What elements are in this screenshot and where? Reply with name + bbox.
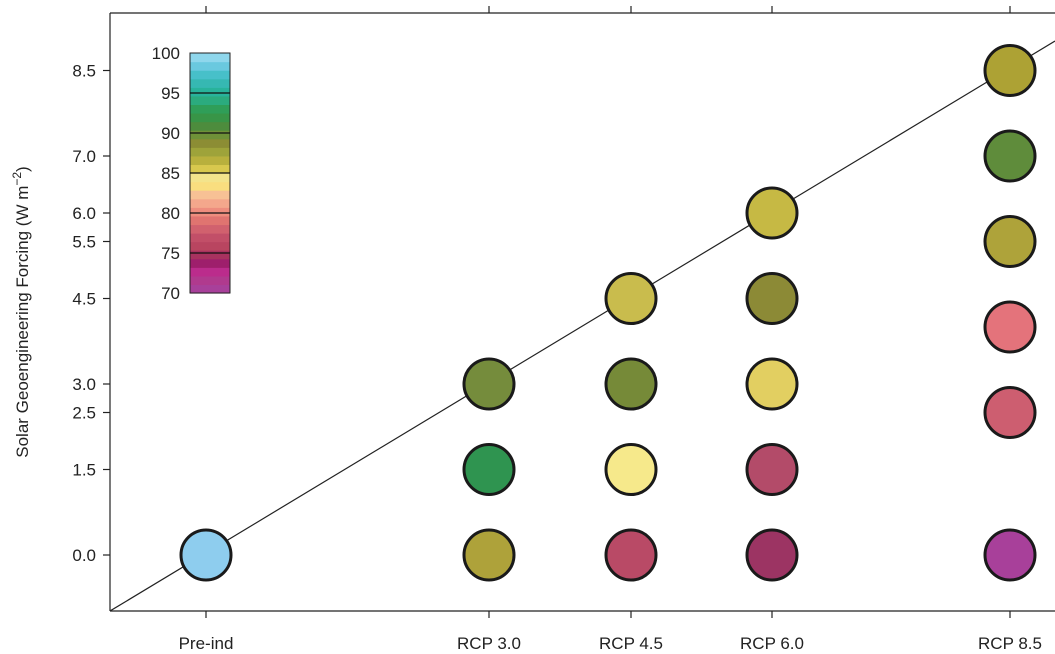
reference-line [110,40,1055,611]
data-point [745,357,799,411]
data-point [604,272,658,325]
y-tick-label: 2.5 [72,404,96,423]
x-tick-label: Pre-ind [179,634,234,653]
data-point [462,357,516,411]
colorbar-segment [190,113,230,123]
colorbar-segment [190,181,230,191]
data-point [745,528,799,582]
y-axis-label: Solar Geoengineering Forcing (W m−2) [10,166,32,457]
colorbar-tick-label: 75 [161,244,180,263]
one-to-one-line [110,40,1055,611]
colorbar-segment [190,87,230,97]
colorbar-segment [190,130,230,140]
colorbar-segment [190,173,230,183]
axes: 0.0 1.5 2.5 3.0 4.5 5.5 6.0 7.0 8.5 Pre-ind RCP 3.… [72,6,1055,653]
data-point [604,357,658,411]
data-point [604,528,658,582]
data-point [983,300,1037,354]
data-point [983,386,1037,439]
colorbar-segment [190,224,230,234]
colorbar-segment [190,233,230,243]
data-point [983,44,1037,97]
colorbar-segment [190,61,230,71]
colorbar-tick-label: 85 [161,164,180,183]
data-point [462,443,516,496]
colorbar-segment [190,215,230,226]
y-tick-label: 4.5 [72,290,96,309]
colorbar-segment [190,284,230,294]
colorbar-segment [190,70,230,80]
y-tick-label: 7.0 [72,147,96,166]
x-tick-label: RCP 4.5 [599,634,663,653]
colorbar-tick-label: 90 [161,124,180,143]
y-tick-label: 8.5 [72,62,96,81]
colorbar-segment [190,164,230,174]
data-point [745,272,799,325]
colorbar-segment [190,190,230,200]
colorbar-segment [190,250,230,260]
x-tick-label: RCP 3.0 [457,634,521,653]
data-point [462,528,516,582]
data-points [179,44,1037,582]
colorbar-segment [190,147,230,157]
colorbar-segment [190,78,230,88]
data-point [745,186,799,240]
y-tick-label: 5.5 [72,233,96,252]
y-tick-label: 3.0 [72,375,96,394]
data-point [179,528,233,582]
y-tick-label: 0.0 [72,546,96,565]
y-axis-label-main: Solar Geoengineering Forcing (W m [13,186,32,458]
data-point [983,129,1037,183]
colorbar-tick-label: 80 [161,204,180,223]
colorbar-tick-label: 95 [161,84,180,103]
data-point [604,443,658,496]
colorbar-segment [190,138,230,148]
colorbar-tick-label: 70 [161,284,180,303]
colorbar-segment [190,198,230,208]
colorbar-tick-label: 100 [152,44,180,63]
x-tick-label: RCP 8.5 [978,634,1042,653]
colorbar: 100 95 90 85 80 75 70 [152,44,231,303]
colorbar-segment [190,267,230,277]
data-point [745,443,799,496]
colorbar-segment [190,95,230,106]
colorbar-segment [190,155,230,166]
y-axis-label-suffix: ) [13,166,32,172]
colorbar-segment [190,241,230,251]
colorbar-segment [190,275,230,286]
colorbar-segment [190,207,230,217]
colorbar-segment [190,104,230,114]
colorbar-segment [190,258,230,268]
data-point [983,215,1037,268]
y-axis-label-superscript: −2 [10,172,24,186]
data-point [983,528,1037,582]
colorbar-segment [190,121,230,131]
x-tick-label: RCP 6.0 [740,634,804,653]
y-tick-label: 1.5 [72,461,96,480]
colorbar-segment [190,53,230,63]
y-tick-label: 6.0 [72,204,96,223]
